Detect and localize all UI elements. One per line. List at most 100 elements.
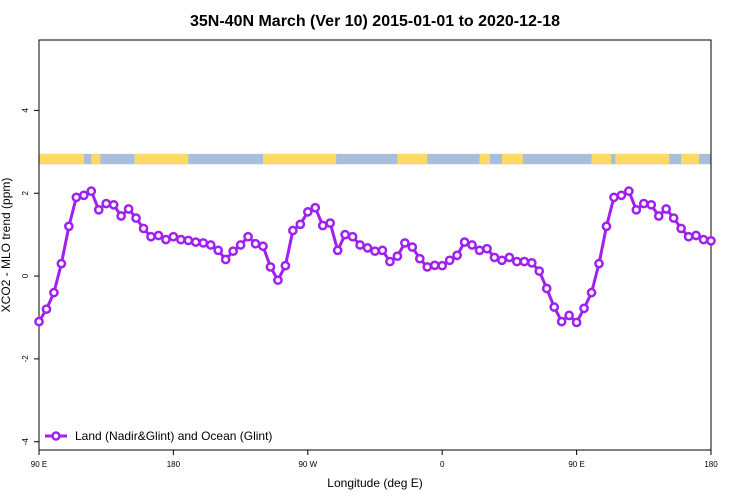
data-point (437, 260, 448, 271)
data-point (683, 231, 694, 242)
data-point (414, 253, 425, 264)
series-line-0 (37, 189, 712, 324)
data-point (41, 304, 52, 315)
land-segment-3 (263, 153, 337, 165)
data-point (676, 223, 686, 234)
data-point (168, 231, 179, 242)
data-point (235, 240, 246, 250)
data-point (429, 260, 440, 271)
data-point (444, 255, 455, 266)
data-point (220, 254, 231, 265)
data-point (586, 287, 597, 298)
data-point (153, 230, 164, 241)
data-point (355, 240, 365, 250)
data-point (347, 231, 358, 242)
data-point (594, 258, 604, 269)
data-point (504, 252, 515, 263)
land-segment-8 (615, 153, 670, 165)
data-point (452, 250, 462, 261)
y-axis: -4 -2 0 2 4 (21, 108, 39, 446)
data-point (93, 204, 104, 215)
data-point (198, 238, 209, 248)
data-point (616, 190, 627, 201)
data-point (295, 219, 306, 230)
data-point (71, 192, 82, 203)
data-point (280, 260, 291, 271)
ocean-band (39, 153, 711, 165)
data-point (661, 204, 672, 214)
x-axis-label: Longitude (deg E) (327, 476, 422, 490)
land-segment-2 (134, 153, 189, 165)
data-point (512, 256, 522, 267)
x-tick-label-4: 90 E (568, 460, 584, 469)
data-point (407, 242, 418, 252)
data-point (556, 316, 567, 327)
data-point (601, 221, 612, 232)
data-point (161, 234, 171, 245)
plot-frame (38, 39, 712, 451)
data-point (534, 266, 545, 276)
y-axis-label: XCO2 - MLO trend (ppm) (0, 178, 13, 313)
data-point (183, 235, 194, 246)
data-point (332, 245, 343, 256)
data-point (497, 255, 507, 266)
data-point (549, 302, 560, 312)
data-point (526, 257, 537, 268)
data-point (579, 303, 589, 314)
data-point (86, 186, 97, 197)
data-point (474, 245, 485, 256)
data-point (273, 275, 283, 286)
series-layer (34, 186, 716, 328)
data-point (646, 199, 657, 210)
data-point (325, 218, 336, 228)
data-point (706, 236, 716, 246)
land-ocean-band (39, 153, 711, 165)
x-tick-label-1: 180 (167, 460, 181, 469)
data-point (78, 190, 89, 201)
data-point (385, 256, 395, 267)
data-point (56, 258, 67, 269)
data-point (213, 245, 224, 256)
data-point (243, 231, 253, 242)
data-point (131, 213, 141, 223)
y-tick-label-3: 2 (21, 190, 30, 195)
x-tick-label-3: 0 (440, 460, 445, 469)
data-point (400, 238, 410, 248)
data-point (691, 230, 701, 241)
data-point (190, 237, 201, 247)
y-tick-label-0: -4 (21, 438, 30, 446)
data-point (265, 262, 276, 272)
legend-label: Land (Nadir&Glint) and Ocean (Glint) (75, 429, 272, 443)
land-segment-1 (91, 153, 101, 165)
x-tick-label-2: 90 W (298, 460, 317, 469)
data-point (459, 237, 470, 247)
land-segment-7 (591, 153, 611, 165)
data-point (310, 202, 321, 213)
data-point (422, 262, 433, 272)
data-point (370, 246, 380, 257)
data-point (638, 198, 649, 209)
data-point (698, 234, 709, 245)
data-point (138, 223, 149, 234)
data-point (250, 238, 261, 249)
data-point (317, 220, 328, 231)
data-point (467, 240, 477, 250)
data-point (564, 310, 574, 321)
y-tick-label-1: -2 (21, 355, 30, 363)
data-point (288, 225, 298, 236)
chart-title: 35N-40N March (Ver 10) 2015-01-01 to 202… (190, 13, 560, 30)
data-point (624, 186, 634, 197)
data-point (668, 213, 679, 223)
data-point (146, 231, 156, 242)
land-segment-5 (479, 153, 490, 165)
data-point (302, 207, 313, 217)
data-point (108, 199, 119, 210)
data-point (631, 204, 642, 215)
legend: Land (Nadir&Glint) and Ocean (Glint) (45, 429, 272, 443)
land-segment-6 (501, 153, 523, 165)
data-point (228, 246, 238, 257)
data-point (571, 317, 582, 328)
data-point (392, 251, 403, 262)
y-tick-label-2: 0 (21, 273, 30, 278)
